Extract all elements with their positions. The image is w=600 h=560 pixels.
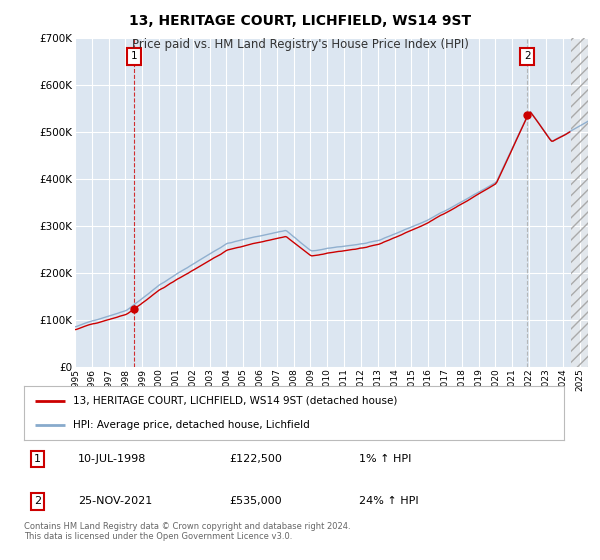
Bar	[571, 38, 588, 367]
Text: £535,000: £535,000	[229, 496, 282, 506]
Text: 2: 2	[524, 52, 531, 62]
Text: 25-NOV-2021: 25-NOV-2021	[78, 496, 152, 506]
Text: 13, HERITAGE COURT, LICHFIELD, WS14 9ST: 13, HERITAGE COURT, LICHFIELD, WS14 9ST	[129, 14, 471, 28]
Text: HPI: Average price, detached house, Lichfield: HPI: Average price, detached house, Lich…	[73, 420, 310, 430]
Text: 2: 2	[34, 496, 41, 506]
Text: 13, HERITAGE COURT, LICHFIELD, WS14 9ST (detached house): 13, HERITAGE COURT, LICHFIELD, WS14 9ST …	[73, 396, 397, 406]
Text: 1: 1	[131, 52, 137, 62]
Text: 24% ↑ HPI: 24% ↑ HPI	[359, 496, 418, 506]
Text: 1: 1	[34, 454, 41, 464]
Text: £122,500: £122,500	[229, 454, 282, 464]
Text: Price paid vs. HM Land Registry's House Price Index (HPI): Price paid vs. HM Land Registry's House …	[131, 38, 469, 50]
Text: 10-JUL-1998: 10-JUL-1998	[78, 454, 146, 464]
Text: 1% ↑ HPI: 1% ↑ HPI	[359, 454, 411, 464]
Text: Contains HM Land Registry data © Crown copyright and database right 2024.
This d: Contains HM Land Registry data © Crown c…	[24, 522, 350, 542]
